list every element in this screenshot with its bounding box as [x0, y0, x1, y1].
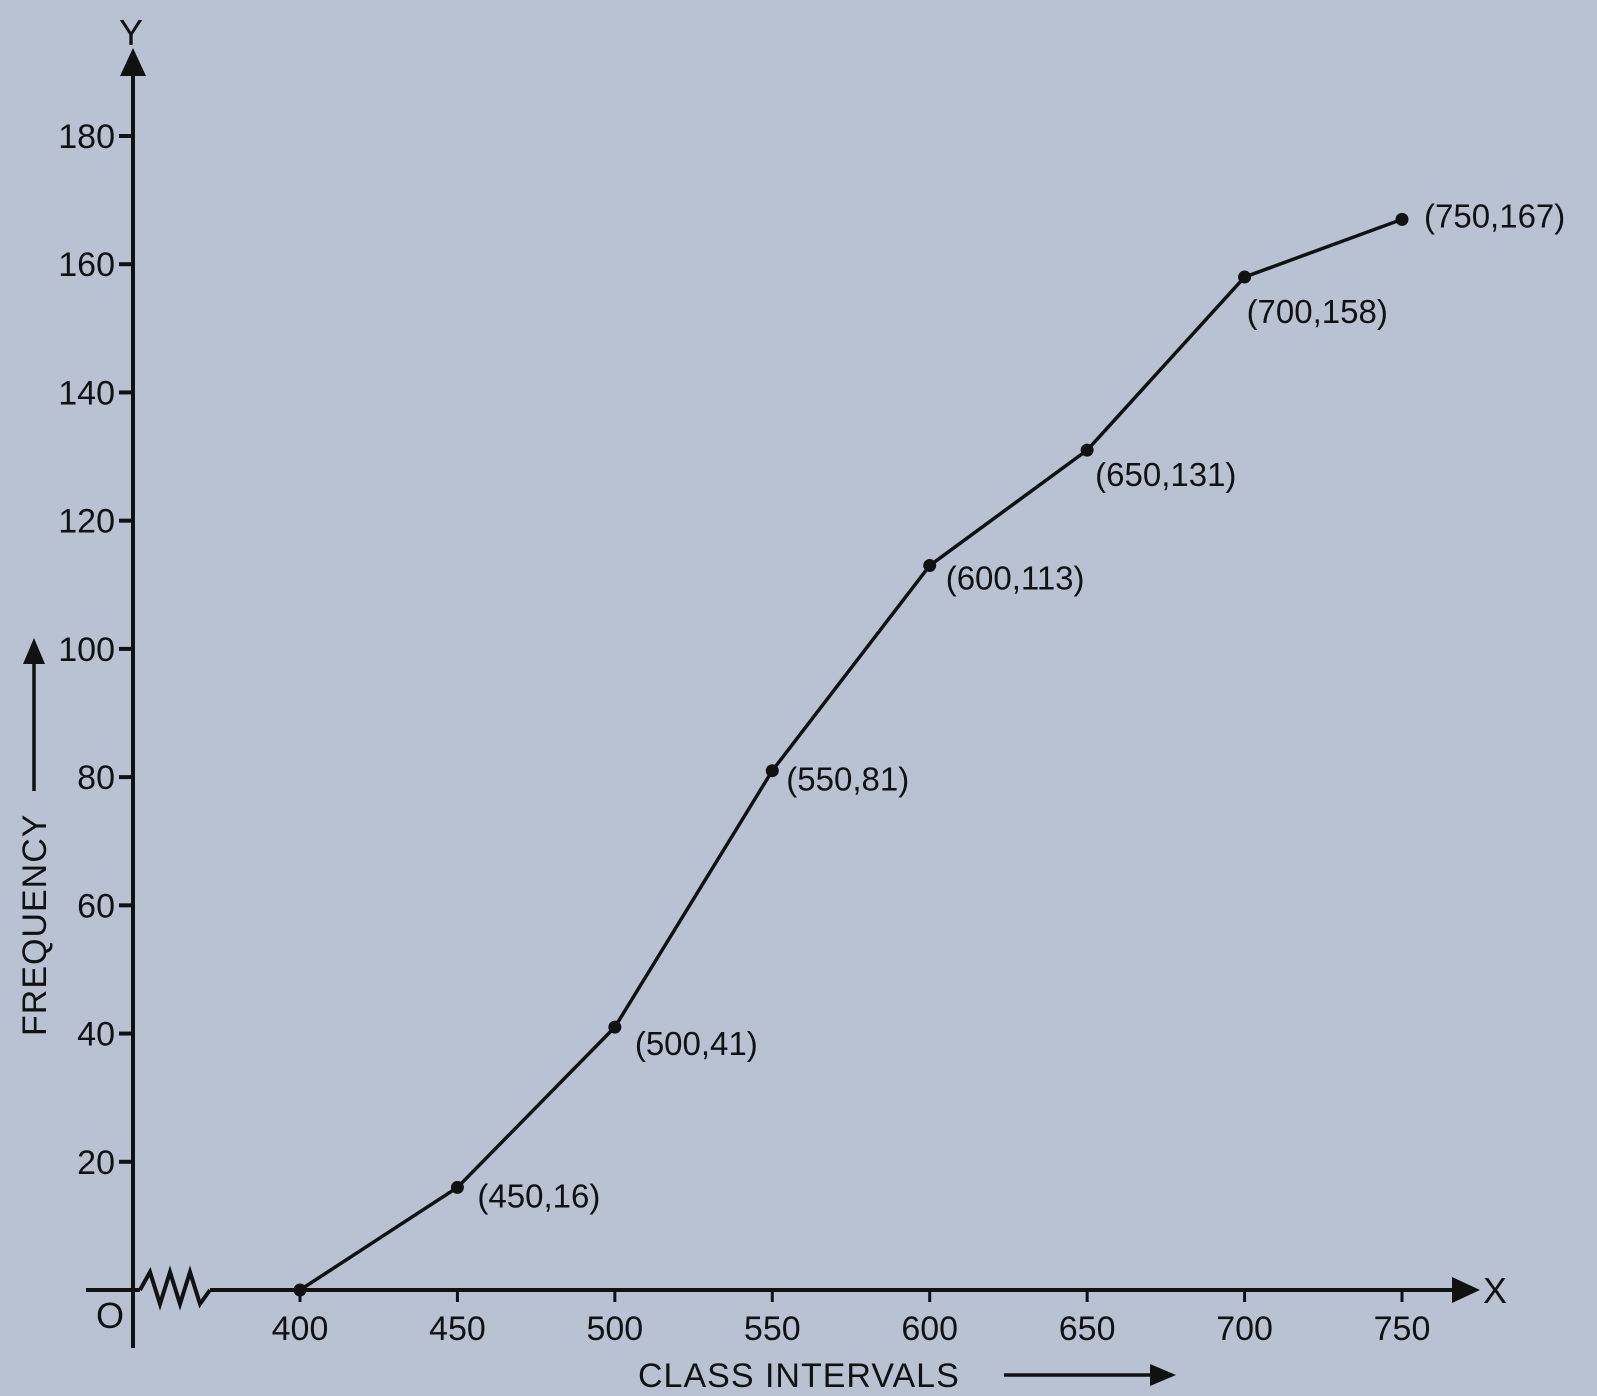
y-tick-label: 40: [77, 1016, 115, 1054]
x-axis-title: CLASS INTERVALS: [638, 1357, 960, 1395]
x-axis-title-arrow-head: [1150, 1364, 1176, 1386]
x-tick-label: 700: [1216, 1310, 1273, 1348]
data-point: [293, 1283, 307, 1297]
y-axis-title: FREQUENCY: [16, 814, 54, 1036]
point-label: (750,167): [1424, 197, 1565, 234]
data-point: [765, 764, 779, 778]
point-label: (500,41): [635, 1025, 758, 1062]
y-tick-label: 60: [77, 887, 115, 925]
ogive-line: [299, 217, 1403, 1292]
point-label: (600,113): [946, 560, 1085, 597]
data-point: [1238, 270, 1252, 284]
ticks: 20 40 60 80 100 120 140 160 180 400 450 500 550 600 65…: [58, 118, 1430, 1348]
axes: Y X O CLASS INTERVALS FREQUENCY: [16, 12, 1507, 1395]
y-tick-label: 100: [58, 631, 115, 669]
point-label: (650,131): [1095, 456, 1236, 493]
x-tick-label: 550: [744, 1310, 801, 1348]
x-axis-letter: X: [1483, 1270, 1507, 1311]
point-label: (700,158): [1247, 293, 1388, 330]
x-tick-label: 400: [272, 1310, 329, 1348]
y-axis-title-group: FREQUENCY: [16, 638, 54, 1036]
data-point: [450, 1180, 464, 1194]
data-point: [923, 559, 937, 573]
y-axis-arrow: [120, 48, 146, 76]
point-label: (550,81): [786, 761, 909, 798]
axis-break-zigzag: [138, 1265, 212, 1311]
x-axis-arrow: [1452, 1277, 1480, 1303]
y-tick-label: 160: [58, 246, 115, 284]
x-tick-label: 500: [586, 1310, 643, 1348]
data-point: [1080, 443, 1094, 457]
x-tick-label: 450: [429, 1310, 486, 1348]
y-tick-label: 80: [77, 759, 115, 797]
y-tick-label: 140: [58, 374, 115, 412]
data-point: [608, 1020, 622, 1034]
y-axis-title-arrow-head: [23, 638, 45, 664]
data-point: [1395, 212, 1409, 226]
x-tick-label: 600: [901, 1310, 958, 1348]
labels: (450,16) (500,41) (550,81) (600,113) (650,13…: [477, 197, 1565, 1214]
x-tick-label: 650: [1059, 1310, 1116, 1348]
y-tick-label: 120: [58, 503, 115, 541]
y-axis-letter: Y: [119, 12, 143, 53]
y-tick-label: 180: [58, 118, 115, 156]
x-tick-label: 750: [1374, 1310, 1431, 1348]
origin-label: O: [96, 1295, 124, 1336]
series: [293, 212, 1409, 1297]
point-label: (450,16): [477, 1177, 600, 1214]
y-tick-label: 20: [77, 1144, 115, 1182]
